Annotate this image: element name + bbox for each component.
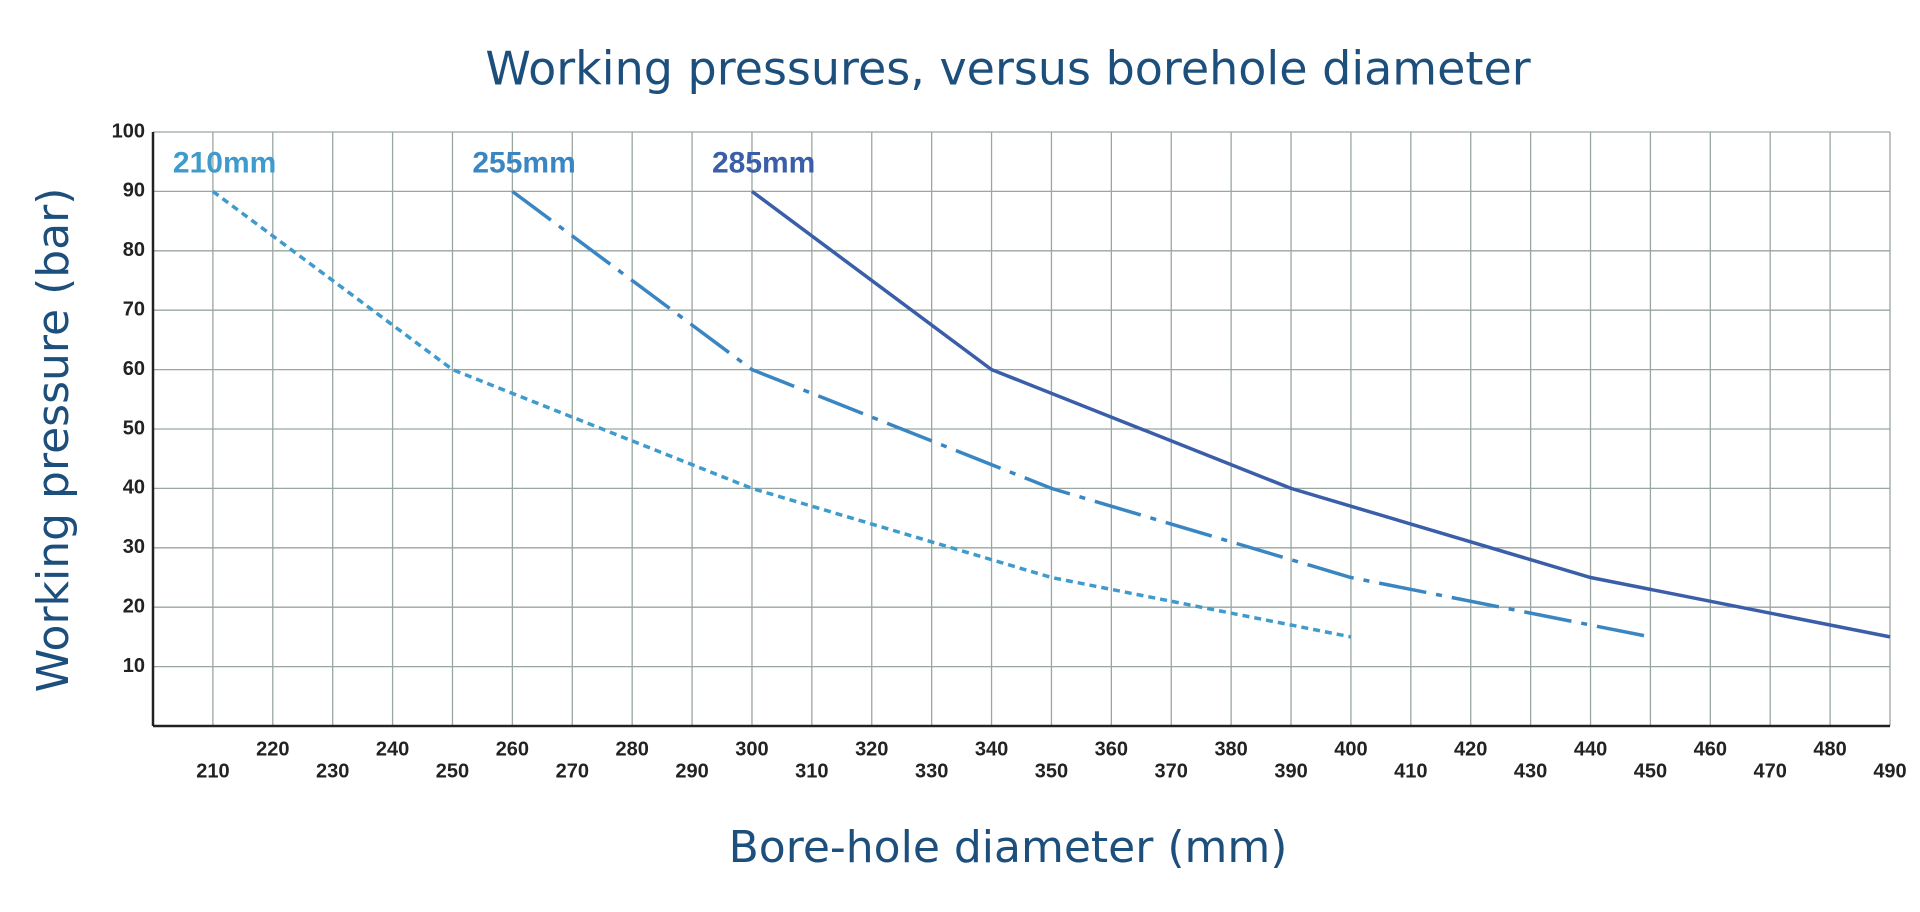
x-tick-label: 490 <box>1873 760 1906 782</box>
series-label: 285mm <box>712 146 815 179</box>
y-tick-label: 60 <box>123 358 145 380</box>
x-tick-label: 340 <box>975 738 1008 760</box>
y-tick-label: 100 <box>112 120 145 142</box>
y-tick-label: 40 <box>123 477 145 499</box>
x-axis-label: Bore-hole diameter (mm) <box>729 822 1288 873</box>
y-tick-label: 20 <box>123 595 145 617</box>
x-tick-label: 320 <box>855 738 888 760</box>
y-tick-label: 30 <box>123 536 145 558</box>
chart-title: Working pressures, versus borehole diame… <box>485 42 1530 96</box>
y-tick-label: 50 <box>123 417 145 439</box>
x-tick-label: 370 <box>1155 760 1188 782</box>
x-tick-label: 280 <box>615 738 648 760</box>
series-line <box>750 189 1891 639</box>
x-tick-label: 260 <box>496 738 529 760</box>
series-label: 210mm <box>173 146 276 179</box>
y-axis-label: Working pressure (bar) <box>28 188 79 693</box>
x-tick-label: 450 <box>1634 760 1667 782</box>
y-tick-label: 90 <box>123 180 145 202</box>
x-tick-label: 380 <box>1214 738 1247 760</box>
y-tick-label: 70 <box>123 298 145 320</box>
y-tick-label: 10 <box>123 655 145 677</box>
x-tick-label: 210 <box>196 760 229 782</box>
x-tick-label: 300 <box>735 738 768 760</box>
x-tick-label: 440 <box>1574 738 1607 760</box>
x-tick-label: 410 <box>1394 760 1427 782</box>
x-tick-label: 250 <box>436 760 469 782</box>
x-tick-label: 480 <box>1813 738 1846 760</box>
x-tick-label: 330 <box>915 760 948 782</box>
x-tick-label: 220 <box>256 738 289 760</box>
x-tick-label: 390 <box>1274 760 1307 782</box>
x-tick-label: 290 <box>675 760 708 782</box>
x-tick-label: 310 <box>795 760 828 782</box>
x-tick-label: 230 <box>316 760 349 782</box>
series-line <box>211 189 1352 639</box>
y-tick-label: 80 <box>123 239 145 261</box>
x-tick-label: 240 <box>376 738 409 760</box>
x-tick-label: 270 <box>556 760 589 782</box>
x-tick-label: 420 <box>1454 738 1487 760</box>
x-tick-label: 460 <box>1694 738 1727 760</box>
series-line <box>511 189 1651 639</box>
x-tick-label: 400 <box>1334 738 1367 760</box>
x-tick-label: 350 <box>1035 760 1068 782</box>
x-tick-label: 360 <box>1095 738 1128 760</box>
x-tick-label: 470 <box>1754 760 1787 782</box>
x-tick-label: 430 <box>1514 760 1547 782</box>
series-label: 255mm <box>472 146 575 179</box>
